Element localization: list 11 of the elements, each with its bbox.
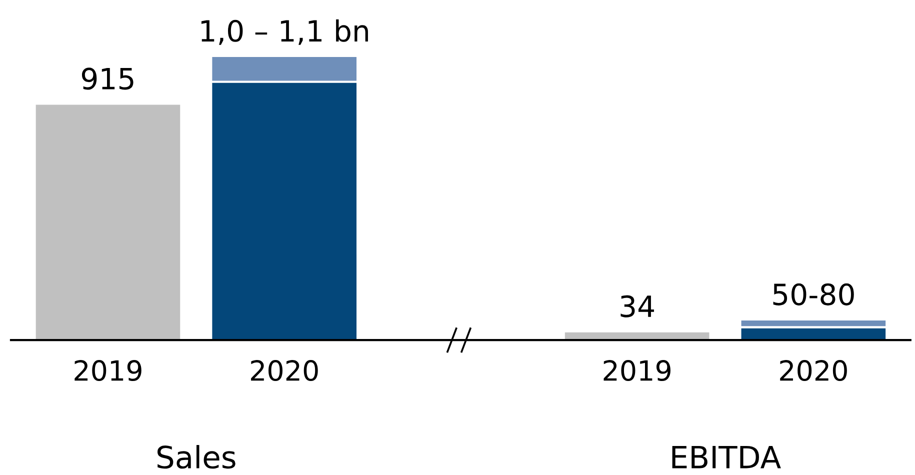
x-tick-label: 2019 <box>604 360 670 382</box>
data-label: 915 <box>82 68 134 90</box>
x-tick-label: 2020 <box>780 360 847 382</box>
annotation: 50-80 <box>773 283 854 306</box>
data-label: 34 <box>620 295 654 318</box>
bar <box>34 102 182 340</box>
text: Sales <box>158 445 236 469</box>
x-tick-label: 2019 <box>74 360 142 382</box>
text: EBITDA <box>672 446 781 468</box>
x-tick-label: 2020 <box>251 360 318 382</box>
annotation: 1,0 – 1,1 bn <box>201 19 368 45</box>
